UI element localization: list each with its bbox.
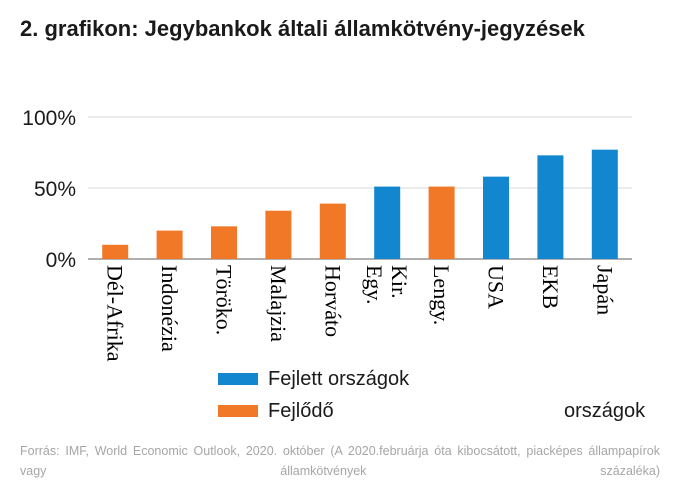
legend-item-developing: Fejlődő <box>218 398 334 424</box>
bar-developing <box>428 186 455 259</box>
y-tick-labels: 0% 50% 100% <box>22 107 76 272</box>
x-tick-labels: Dél-Afrika Indonézia Törökо. Malajzia Horvát… <box>103 265 618 362</box>
chart-title: 2. grafikon: Jegybankok általi államkötv… <box>20 16 585 41</box>
bar-developing <box>265 210 292 259</box>
legend-item-developed: Fejlett országok <box>218 366 409 392</box>
legend-label-developing-continued: országok <box>564 400 646 422</box>
x-tick-label: Malajzia <box>266 265 291 342</box>
legend-label-developed: Fejlett országok <box>268 367 410 390</box>
x-tick-label: Dél-Afrika <box>103 265 128 362</box>
x-tick-label: Indonézia <box>157 265 182 352</box>
y-tick-label: 50% <box>34 178 76 201</box>
bar-developing <box>319 203 346 259</box>
x-tick-label: Horváto <box>320 265 345 337</box>
x-tick-label: USA <box>484 265 509 309</box>
x-tick-label: Egy. <box>362 265 387 305</box>
legend-swatch-developed <box>218 373 258 385</box>
y-tick-label: 100% <box>22 107 76 130</box>
legend-label-developing: Fejlődő <box>268 399 334 422</box>
y-tick-label: 0% <box>46 249 76 272</box>
bar-chart: 0% 50% 100% Dél-Afrika Indonézia Törökо. Mala… <box>22 107 632 362</box>
bar-developing <box>156 230 183 259</box>
bar-developed <box>483 176 509 259</box>
source-note: Forrás: IMF, World Economic Outlook, 202… <box>20 444 660 478</box>
bar-developing <box>102 244 129 259</box>
bars <box>102 149 618 259</box>
legend-swatch-developing <box>218 405 258 417</box>
x-tick-label: EKB <box>538 265 563 309</box>
x-tick-label: Lengy. <box>429 265 454 325</box>
bar-developed <box>591 149 618 259</box>
bar-developing <box>211 226 237 259</box>
x-tick-label: Japán <box>592 265 617 315</box>
x-tick-label: Kir. <box>387 265 412 299</box>
x-tick-label: Törökо. <box>212 265 237 335</box>
bar-developed <box>374 186 401 259</box>
bar-developed <box>537 155 564 259</box>
